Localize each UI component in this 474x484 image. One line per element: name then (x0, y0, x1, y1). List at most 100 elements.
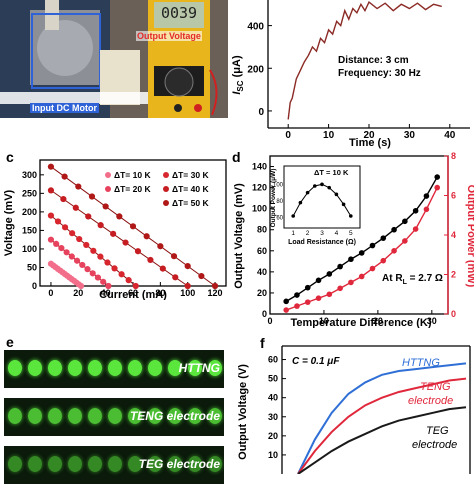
e-row-label: TENG electrode (129, 409, 220, 423)
b-xtick-label: 0 (285, 130, 291, 141)
d-power-point (304, 299, 311, 305)
b-ylabel: ISC (μA) (231, 55, 245, 95)
c-data-point (97, 222, 104, 229)
f-panel-letter: f (260, 335, 265, 351)
led-dot (188, 360, 202, 376)
d-power-point (294, 303, 300, 309)
c-data-point (47, 163, 55, 170)
led-dot (168, 456, 182, 472)
c-data-point (61, 224, 69, 231)
inset-ytick: 80 (276, 199, 283, 205)
d-power-point (423, 206, 430, 213)
c-data-point (184, 282, 191, 290)
led-dot (48, 360, 62, 376)
c-data-point (85, 213, 92, 220)
c-ylabel: Voltage (mV) (3, 189, 15, 256)
led-dot (168, 360, 182, 376)
led-dot (88, 456, 102, 472)
f-label-teg-1: TEG (426, 425, 449, 437)
led-dot (128, 360, 142, 376)
c-xlabel: Current (mA) (99, 289, 167, 300)
c-data-point (122, 239, 129, 246)
c-xtick-label: 40 (101, 288, 111, 298)
d-xtick-label: 30 (427, 316, 437, 326)
inset-ytick: 100 (273, 182, 284, 188)
led-dot (208, 360, 222, 376)
d-voltage-point (348, 256, 354, 263)
f-ylabel: Output Voltage (V) (237, 364, 249, 460)
led-dot (28, 456, 42, 472)
led-dot (48, 456, 62, 472)
panel-a-photo: 0039 Output Voltage Input DC Motor (0, 0, 228, 118)
d-voltage-point (391, 226, 397, 233)
c-data-point (134, 248, 142, 255)
d-power-point (283, 307, 289, 313)
led-dot (68, 456, 82, 472)
f-ytick-label: 10 (268, 450, 278, 460)
inset-xtick: 4 (335, 230, 339, 237)
c-xtick-label: 60 (128, 288, 138, 298)
d-ytick-right: 4 (451, 230, 456, 240)
inset-point (334, 192, 339, 197)
b-ytick-label: 0 (258, 107, 264, 118)
c-data-point (104, 259, 111, 266)
c-legend-label: ΔT= 20 K (114, 184, 151, 194)
c-data-point (116, 213, 123, 220)
c-data-point (58, 244, 65, 252)
c-data-point (60, 195, 67, 203)
d-voltage-point (369, 242, 376, 249)
c-legend-label: ΔT= 30 K (172, 170, 209, 180)
rl-annotation: At RL = 2.7 Ω (382, 273, 443, 286)
d-xtick-label: 0 (267, 316, 272, 326)
d-power-point (434, 184, 441, 191)
c-xtick-label: 80 (155, 288, 165, 298)
inset-point (313, 184, 317, 188)
annotation-distance: Distance: 3 cm (338, 55, 409, 66)
d-voltage-point (294, 292, 300, 298)
c-data-point (147, 256, 154, 264)
led-dot (68, 408, 82, 424)
led-dot (28, 360, 42, 376)
c-data-point (143, 233, 150, 240)
c-data-point (105, 282, 112, 290)
c-ytick-label: 150 (22, 225, 37, 235)
d-xtick-label: 10 (319, 316, 329, 326)
c-data-point (54, 218, 62, 225)
d-power-point (326, 291, 333, 298)
inset-xtick: 1 (291, 230, 295, 237)
c-data-point (118, 271, 125, 278)
d-voltage-point (337, 263, 343, 270)
c-data-point (88, 193, 96, 200)
c-data-point (47, 212, 55, 219)
c-data-point (157, 243, 164, 250)
d-ytick-right: 0 (451, 309, 456, 319)
c-data-point (129, 223, 137, 230)
b-xtick-label: 40 (444, 130, 456, 141)
c-data-point (75, 183, 82, 190)
c-legend-label: ΔT= 40 K (172, 184, 209, 194)
c-data-point (184, 263, 191, 270)
c-data-point (110, 230, 117, 237)
c-data-point (61, 173, 68, 180)
e-image-row: TENG electrode (4, 398, 224, 436)
inset-point (298, 200, 303, 205)
d-ytick-right: 8 (451, 151, 456, 161)
c-data-point (94, 274, 102, 281)
c-ytick-label: 300 (22, 170, 37, 180)
d-voltage-point (283, 298, 289, 305)
annotation-frequency: Frequency: 30 Hz (338, 68, 421, 79)
c-legend-label: ΔT= 10 K (114, 170, 151, 180)
b-ytick-label: 400 (247, 22, 264, 33)
d-power-point (412, 226, 419, 232)
inset-point (291, 214, 295, 218)
c-legend-marker (105, 186, 111, 192)
c-data-point (89, 270, 96, 277)
d-voltage-point (326, 271, 333, 277)
c-data-point (79, 261, 86, 269)
c-data-point (47, 236, 55, 243)
inset-ytick: 60 (276, 216, 283, 222)
led-dot (148, 408, 162, 424)
d-voltage-point (380, 235, 387, 241)
b-ytick-label: 200 (247, 64, 264, 75)
e-image-row: HTTNG (4, 350, 224, 388)
